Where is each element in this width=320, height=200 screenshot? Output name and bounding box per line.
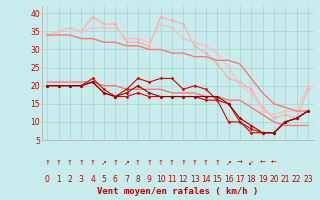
Text: ↑: ↑ [146,160,152,166]
Text: 14: 14 [201,176,211,184]
Text: 5: 5 [101,176,106,184]
Text: ↑: ↑ [78,160,84,166]
Text: 16: 16 [224,176,233,184]
Text: 8: 8 [136,176,140,184]
Text: ←: ← [260,160,266,166]
Text: ↑: ↑ [44,160,50,166]
Text: ↗: ↗ [101,160,107,166]
Text: ↑: ↑ [67,160,73,166]
Text: 13: 13 [190,176,199,184]
Text: 1: 1 [56,176,61,184]
Text: 17: 17 [235,176,245,184]
Text: 7: 7 [124,176,129,184]
Text: 20: 20 [269,176,279,184]
Text: 9: 9 [147,176,152,184]
Text: 21: 21 [281,176,290,184]
Text: ↑: ↑ [135,160,141,166]
Text: 12: 12 [179,176,188,184]
Text: Vent moyen/en rafales ( km/h ): Vent moyen/en rafales ( km/h ) [97,187,258,196]
Text: 3: 3 [79,176,84,184]
Text: ↑: ↑ [112,160,118,166]
Text: 15: 15 [212,176,222,184]
Text: ↑: ↑ [214,160,220,166]
Text: ↑: ↑ [192,160,197,166]
Text: →: → [237,160,243,166]
Text: 11: 11 [167,176,177,184]
Text: ↑: ↑ [90,160,96,166]
Text: 22: 22 [292,176,301,184]
Text: ↗: ↗ [226,160,232,166]
Text: ←: ← [271,160,277,166]
Text: 19: 19 [258,176,268,184]
Text: ↙: ↙ [248,160,254,166]
Text: 23: 23 [303,176,313,184]
Text: 2: 2 [68,176,72,184]
Text: ↑: ↑ [56,160,61,166]
Text: 6: 6 [113,176,118,184]
Text: ↗: ↗ [124,160,130,166]
Text: 0: 0 [45,176,50,184]
Text: ↑: ↑ [180,160,186,166]
Text: ↑: ↑ [158,160,164,166]
Text: ↑: ↑ [169,160,175,166]
Text: ↑: ↑ [203,160,209,166]
Text: 4: 4 [90,176,95,184]
Text: 18: 18 [246,176,256,184]
Text: 10: 10 [156,176,165,184]
